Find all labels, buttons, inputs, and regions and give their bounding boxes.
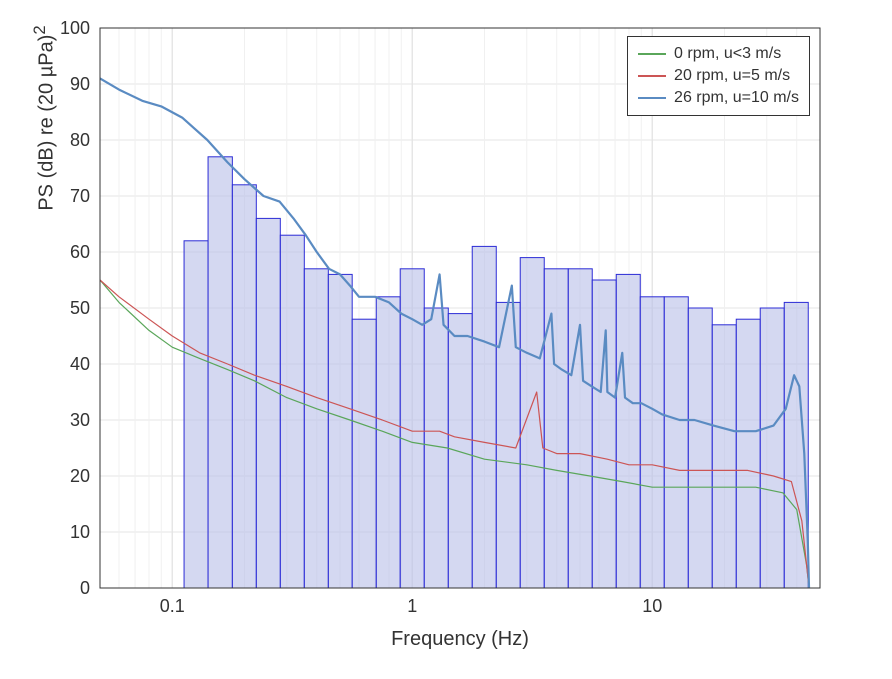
svg-text:10: 10 <box>642 596 662 616</box>
svg-text:40: 40 <box>70 354 90 374</box>
svg-text:90: 90 <box>70 74 90 94</box>
legend-label: 0 rpm, u<3 m/s <box>674 45 781 63</box>
svg-text:0.1: 0.1 <box>160 596 185 616</box>
svg-text:1: 1 <box>407 596 417 616</box>
svg-text:20: 20 <box>70 466 90 486</box>
svg-text:60: 60 <box>70 242 90 262</box>
svg-text:50: 50 <box>70 298 90 318</box>
svg-text:70: 70 <box>70 186 90 206</box>
ps-frequency-chart: 0 10 20 30 40 50 60 70 80 90 100 0.1 1 10 Frequency (… <box>0 0 892 674</box>
y-axis-label: PS (dB) re (20 µPa)2 <box>30 0 59 398</box>
svg-text:0: 0 <box>80 578 90 598</box>
svg-text:80: 80 <box>70 130 90 150</box>
svg-text:100: 100 <box>60 18 90 38</box>
legend-swatch <box>638 75 666 77</box>
legend-item: 0 rpm, u<3 m/s <box>638 43 799 65</box>
legend-label: 20 rpm, u=5 m/s <box>674 67 790 85</box>
svg-text:10: 10 <box>70 522 90 542</box>
legend-swatch <box>638 97 666 99</box>
x-axis-label: Frequency (Hz) <box>100 628 820 651</box>
legend-item: 26 rpm, u=10 m/s <box>638 87 799 109</box>
legend-swatch <box>638 53 666 55</box>
legend-label: 26 rpm, u=10 m/s <box>674 89 799 107</box>
svg-text:30: 30 <box>70 410 90 430</box>
legend-item: 20 rpm, u=5 m/s <box>638 65 799 87</box>
legend: 0 rpm, u<3 m/s 20 rpm, u=5 m/s 26 rpm, u=1… <box>627 36 810 116</box>
